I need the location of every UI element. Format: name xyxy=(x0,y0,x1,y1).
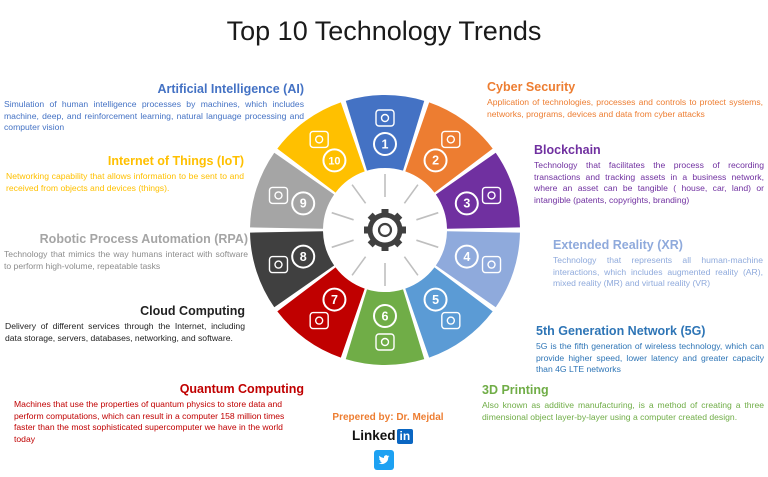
number-label-3: 3 xyxy=(463,197,470,211)
trends-wheel: 1 2 3 4 5 6 7 8 9 10 xyxy=(250,95,520,366)
trend-block-9: Robotic Process Automation (RPA) Technol… xyxy=(4,232,248,272)
number-label-4: 4 xyxy=(463,250,470,264)
linkedin-in-badge: in xyxy=(396,429,414,444)
number-label-9: 9 xyxy=(300,197,307,211)
trend-desc-7: Machines that use the properties of quan… xyxy=(14,399,285,444)
number-badge-7 xyxy=(322,287,347,312)
number-label-10: 10 xyxy=(328,156,340,168)
trend-block-6: 3D Printing Also known as additive manuf… xyxy=(482,383,764,423)
number-badge-2 xyxy=(423,148,448,173)
cloud-computer-icon xyxy=(268,255,289,274)
number-label-1: 1 xyxy=(382,137,389,151)
number-badge-5 xyxy=(423,287,448,312)
number-label-7: 7 xyxy=(331,293,338,307)
number-badge-6 xyxy=(373,304,397,328)
linkedin-logo[interactable]: Linked in xyxy=(352,428,414,444)
trend-title-1: Artificial Intelligence (AI) xyxy=(157,82,304,96)
number-label-8: 8 xyxy=(300,250,307,264)
number-badge-3 xyxy=(454,191,479,216)
number-badge-4 xyxy=(454,244,479,269)
credit-text: Prepered by: Dr. Mejdal xyxy=(332,412,444,423)
trend-desc-3: Technology that facilitates the process … xyxy=(534,160,764,205)
trend-desc-9: Technology that mimics the way humans in… xyxy=(4,249,248,271)
trend-title-6: 3D Printing xyxy=(482,383,549,397)
robot-icon xyxy=(268,186,289,205)
number-label-6: 6 xyxy=(382,309,389,323)
trend-block-3: Blockchain Technology that facilitates t… xyxy=(534,143,764,206)
trend-desc-2: Application of technologies, processes a… xyxy=(487,97,763,119)
trend-block-2: Cyber Security Application of technologi… xyxy=(487,80,763,120)
cube-icon xyxy=(375,333,395,351)
connector-arrow-3 xyxy=(416,211,439,221)
trend-desc-10: Networking capability that allows inform… xyxy=(6,171,244,193)
trend-title-10: Internet of Things (IoT) xyxy=(107,154,244,168)
page-title: Top 10 Technology Trends xyxy=(226,16,542,46)
trend-block-1: Artificial Intelligence (AI) Simulation … xyxy=(4,82,304,134)
gear-icon xyxy=(358,203,412,257)
trend-desc-1: Simulation of human intelligence process… xyxy=(4,99,304,133)
twitter-icon[interactable] xyxy=(374,450,394,470)
trend-title-2: Cyber Security xyxy=(487,80,576,94)
number-badge-9 xyxy=(291,191,316,216)
trend-desc-8: Delivery of different services through t… xyxy=(5,321,245,343)
trend-block-5: 5th Generation Network (5G) 5G is the fi… xyxy=(536,324,764,376)
connector-arrow-7 xyxy=(351,256,367,276)
trend-block-7: Quantum Computing Machines that use the … xyxy=(8,382,304,445)
connector-arrow-9 xyxy=(331,211,354,221)
vr-headset-icon xyxy=(481,255,502,274)
connector-arrow-10 xyxy=(351,184,367,204)
trend-title-7: Quantum Computing xyxy=(179,382,304,396)
network-cubes-icon xyxy=(441,311,461,330)
trend-desc-5: 5G is the fifth generation of wireless t… xyxy=(536,341,764,375)
trend-block-4: Extended Reality (XR) Technology that re… xyxy=(553,238,763,290)
trend-title-8: Cloud Computing xyxy=(140,304,245,318)
connector-arrow-8 xyxy=(331,239,354,249)
trend-block-8: Cloud Computing Delivery of different se… xyxy=(5,304,245,344)
smart-home-icon xyxy=(309,130,329,149)
connector-arrow-4 xyxy=(416,239,439,249)
trend-title-5: 5th Generation Network (5G) xyxy=(536,324,706,338)
trend-title-9: Robotic Process Automation (RPA) xyxy=(39,232,248,246)
number-badge-1 xyxy=(373,132,397,156)
linkedin-text: Linked xyxy=(352,428,396,443)
trend-title-4: Extended Reality (XR) xyxy=(553,238,683,252)
trend-desc-4: Technology that represents all human-mac… xyxy=(553,255,763,289)
number-badge-8 xyxy=(291,244,316,269)
binary-icon xyxy=(309,311,329,330)
shield-icon xyxy=(441,130,461,149)
brain-icon xyxy=(375,109,395,127)
trend-title-3: Blockchain xyxy=(534,143,601,157)
number-label-5: 5 xyxy=(432,293,439,307)
number-badge-10 xyxy=(322,148,347,173)
trend-desc-6: Also known as additive manufacturing, is… xyxy=(482,400,764,422)
connector-arrow-2 xyxy=(403,184,419,204)
trend-block-10: Internet of Things (IoT) Networking capa… xyxy=(6,154,244,194)
connector-arrow-5 xyxy=(403,256,419,276)
blockchain-network-icon xyxy=(481,186,502,205)
number-label-2: 2 xyxy=(432,154,439,168)
